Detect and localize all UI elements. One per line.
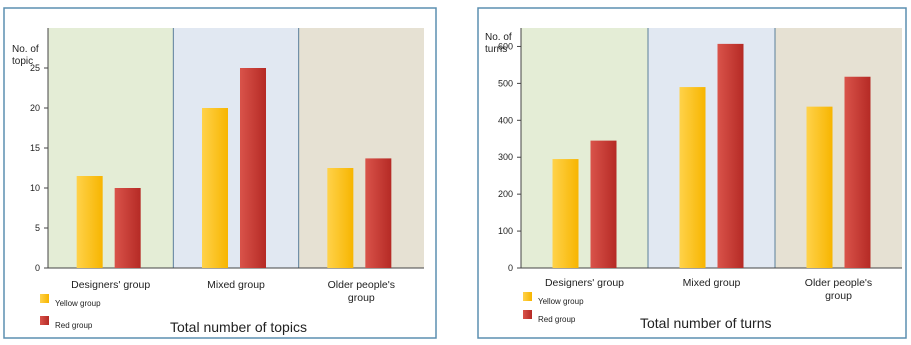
y-tick-label: 400 — [498, 115, 513, 125]
category-label: Older people's group — [805, 277, 872, 302]
y-tick-label: 20 — [30, 103, 40, 113]
y-tick-label: 5 — [35, 223, 40, 233]
legend-label: Yellow group — [538, 297, 584, 306]
legend-swatch-red — [523, 310, 532, 319]
y-tick-label: 600 — [498, 41, 513, 51]
category-label: Designers' group — [71, 279, 150, 291]
bar-yellow-3 — [806, 106, 833, 269]
chart-title: Total number of topics — [170, 319, 307, 335]
y-tick-label: 500 — [498, 78, 513, 88]
y-tick-label: 0 — [508, 263, 513, 273]
category-label: Older people's group — [328, 279, 395, 304]
legend-label: Red group — [538, 315, 576, 324]
category-background — [48, 28, 174, 268]
bar-yellow-1 — [552, 159, 579, 268]
legend-swatch-yellow — [40, 294, 49, 303]
bar-red-2 — [240, 68, 266, 268]
y-tick-label: 100 — [498, 226, 513, 236]
bar-red-3 — [844, 76, 871, 268]
bar-red-1 — [590, 140, 617, 268]
category-label: Mixed group — [683, 277, 741, 289]
legend-label: Yellow group — [55, 299, 101, 308]
category-label: Mixed group — [207, 279, 265, 291]
category-label: Designers' group — [545, 277, 624, 289]
category-background — [775, 28, 902, 268]
y-axis-label: No. of topic — [12, 44, 39, 67]
y-axis-label: No. of turns — [485, 32, 512, 55]
legend-swatch-red — [40, 316, 49, 325]
bar-red-3 — [365, 158, 392, 268]
legend-label: Red group — [55, 321, 93, 330]
legend-swatch-yellow — [523, 292, 532, 301]
bar-yellow-2 — [679, 87, 706, 268]
y-tick-label: 200 — [498, 189, 513, 199]
chart-title: Total number of turns — [640, 315, 772, 331]
bar-yellow-1 — [76, 176, 103, 268]
bar-red-2 — [717, 43, 744, 268]
bar-red-1 — [114, 188, 141, 268]
bar-yellow-2 — [202, 108, 228, 268]
y-tick-label: 0 — [35, 263, 40, 273]
category-background — [648, 28, 775, 268]
category-background — [521, 28, 648, 268]
y-tick-label: 300 — [498, 152, 513, 162]
bar-yellow-3 — [327, 168, 354, 268]
y-tick-label: 25 — [30, 63, 40, 73]
category-background — [298, 28, 424, 268]
y-tick-label: 10 — [30, 183, 40, 193]
y-tick-label: 15 — [30, 143, 40, 153]
category-background — [173, 28, 299, 268]
